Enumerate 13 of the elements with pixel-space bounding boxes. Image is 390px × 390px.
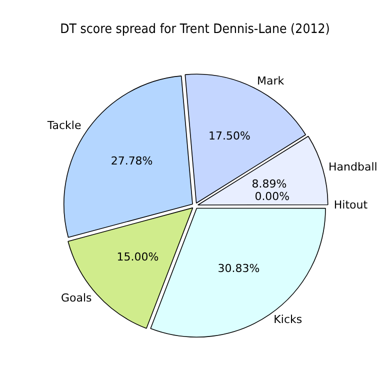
chart-title: DT score spread for Trent Dennis-Lane (2012) [60,20,330,36]
slice-label: Tackle [46,119,82,132]
slice-label: Handball [328,160,378,174]
slice-label: Kicks [274,313,302,326]
data-label: 17.50% [208,130,250,143]
data-label: 27.78% [110,154,153,168]
data-label: 15.00% [116,250,159,264]
slice-label: Goals [61,292,92,305]
slice-label: Mark [256,74,285,88]
data-label: 8.89% [252,177,287,190]
category-label: Hitout [334,198,368,212]
text: 0.00% [254,190,290,204]
data-label: 30.83% [218,262,260,276]
